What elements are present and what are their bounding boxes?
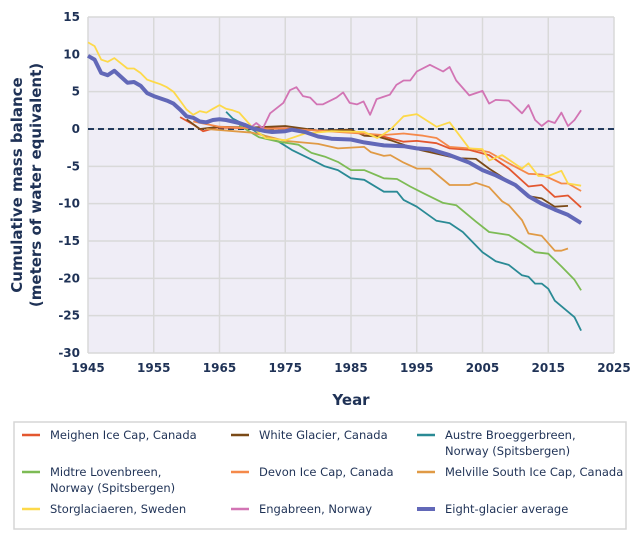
legend-label: Engabreen, Norway: [259, 502, 372, 516]
x-tick-label: 1965: [203, 361, 236, 375]
x-tick-label: 2025: [597, 361, 630, 375]
y-tick-label: 15: [63, 10, 80, 24]
legend: [13, 421, 627, 530]
legend-label: Eight-glacier average: [445, 502, 568, 516]
x-tick-label: 1995: [400, 361, 433, 375]
y-axis-label-line1: Cumulative mass balance: [8, 77, 26, 292]
legend-item: Eight-glacier average: [417, 502, 568, 516]
legend-label: Melville South Ice Cap, Canada: [445, 465, 623, 479]
legend-item: Midtre Lovenbreen, Norway (Spitsbergen): [22, 465, 175, 495]
series-line-5: [206, 128, 569, 252]
series-line-7: [249, 63, 582, 130]
legend-item: Austre Broeggerbreen, Norway (Spitsbergen…: [417, 428, 576, 458]
y-tick-label: -10: [58, 197, 80, 211]
legend-items: Meighen Ice Cap, Canada White Glacier, Ca…: [22, 428, 623, 516]
y-tick-label: -25: [58, 309, 80, 323]
x-tick-label: 2015: [532, 361, 565, 375]
legend-item: Engabreen, Norway: [231, 502, 372, 516]
y-tick-label: 10: [63, 47, 80, 61]
x-tick-label: 2005: [466, 361, 499, 375]
x-tick-label: 1955: [137, 361, 170, 375]
x-tick-label: 1975: [269, 361, 302, 375]
series-line-6: [87, 41, 582, 187]
x-tick-label: 1985: [334, 361, 367, 375]
series-line-2: [225, 111, 582, 331]
y-tick-label: -5: [67, 159, 80, 173]
legend-label: White Glacier, Canada: [259, 428, 388, 442]
y-tick-label: -20: [58, 271, 80, 285]
y-tick-label: 0: [72, 122, 80, 136]
legend-item: White Glacier, Canada: [231, 428, 388, 442]
series-line-3: [238, 124, 582, 291]
legend-item: Meighen Ice Cap, Canada: [22, 428, 197, 442]
legend-label: Midtre Lovenbreen, Norway (Spitsbergen): [50, 465, 175, 495]
y-tick-label: -30: [58, 346, 80, 360]
x-axis-label: Year: [331, 391, 370, 409]
y-axis-label-line2: (meters of water equivalent): [27, 63, 45, 307]
series-line-4: [193, 120, 582, 192]
series-line-8: [87, 54, 583, 225]
y-tick-labels: 15 10 5 0 -5 -10 -15 -20 -25 -30: [58, 10, 80, 360]
y-tick-label: -15: [58, 234, 80, 248]
y-tick-label: 5: [72, 85, 80, 99]
legend-item: Melville South Ice Cap, Canada: [417, 465, 623, 479]
legend-label: Austre Broeggerbreen, Norway (Spitsbergen…: [445, 428, 576, 458]
legend-label: Storglaciaeren, Sweden: [50, 502, 186, 516]
gridlines: [87, 16, 615, 354]
legend-item: Storglaciaeren, Sweden: [22, 502, 186, 516]
x-tick-label: 1945: [71, 361, 104, 375]
legend-label: Devon Ice Cap, Canada: [259, 465, 394, 479]
x-tick-labels: 1945 1955 1965 1975 1985 1995 2005 2015 2025: [71, 361, 630, 375]
legend-item: Devon Ice Cap, Canada: [231, 465, 394, 479]
series-lines: [87, 41, 583, 331]
legend-label: Meighen Ice Cap, Canada: [50, 428, 197, 442]
